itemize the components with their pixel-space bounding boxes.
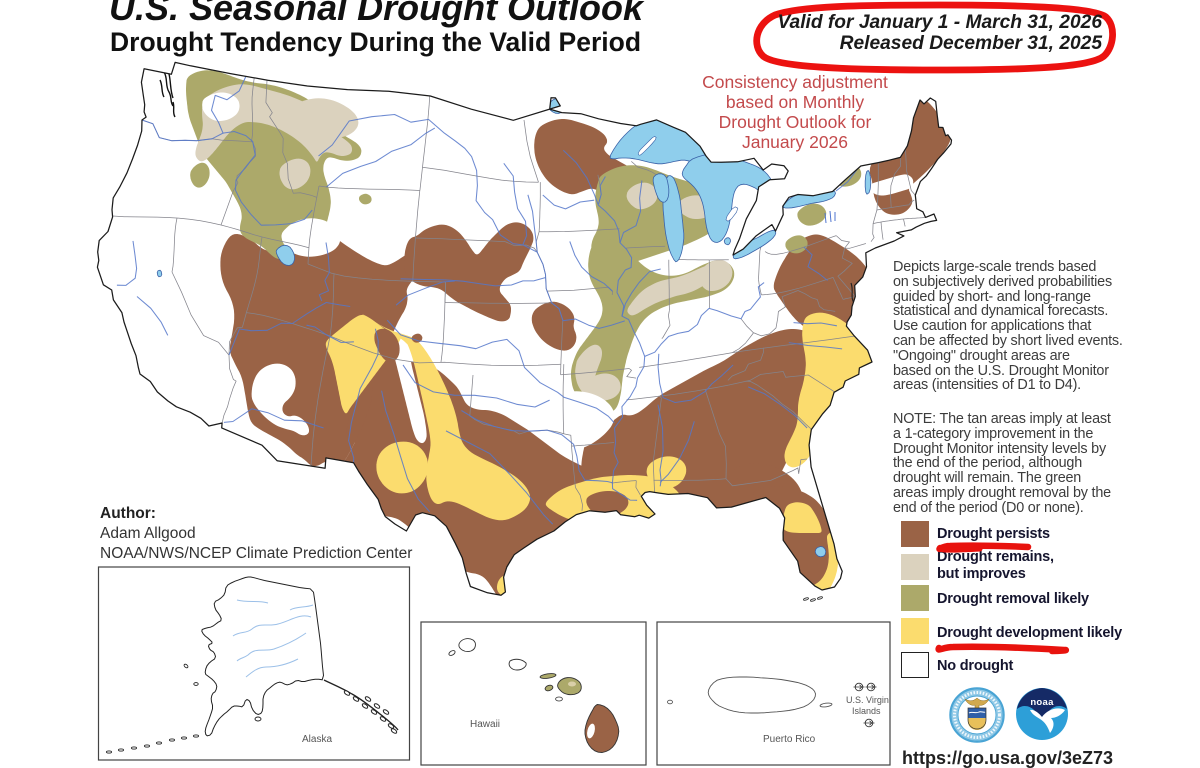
svg-text:U.S. Virgin: U.S. Virgin <box>846 695 889 705</box>
svg-text:Islands: Islands <box>852 706 881 716</box>
svg-text:Hawaii: Hawaii <box>470 719 500 730</box>
svg-text:Alaska: Alaska <box>302 734 332 745</box>
svg-text:Puerto Rico: Puerto Rico <box>763 734 816 745</box>
svg-text:noaa: noaa <box>1030 697 1054 708</box>
